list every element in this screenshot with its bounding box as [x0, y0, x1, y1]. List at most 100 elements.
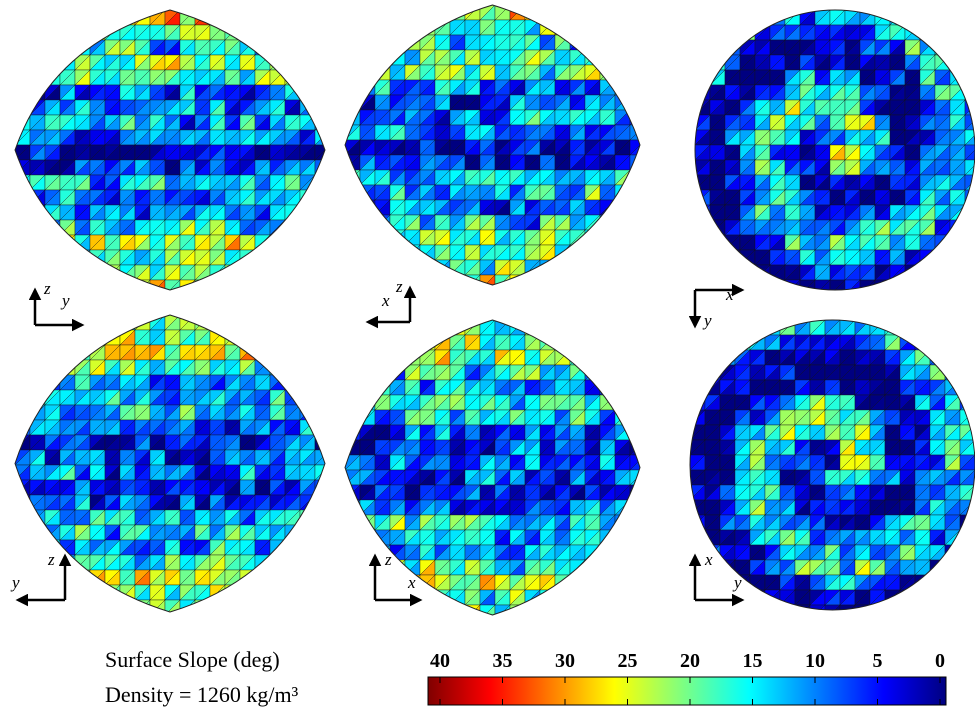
- mesh-facet: [944, 334, 961, 351]
- mesh-facet: [284, 569, 301, 586]
- axis-label: x: [704, 550, 713, 569]
- mesh-facet: [919, 249, 936, 266]
- mesh-facet: [314, 569, 325, 586]
- mesh-facet: [254, 249, 271, 266]
- mesh-facet: [554, 589, 571, 606]
- mesh-facet: [614, 34, 631, 51]
- mesh-facet: [569, 320, 586, 336]
- mesh-facet: [874, 279, 891, 290]
- mesh-facet: [599, 589, 616, 606]
- mesh-facet: [599, 34, 616, 51]
- mesh-facet: [15, 404, 31, 421]
- mesh-facet: [299, 204, 316, 221]
- mesh-facet: [695, 39, 711, 56]
- mesh-facet: [299, 524, 316, 541]
- mesh-facet: [584, 589, 601, 606]
- mesh-facet: [284, 524, 301, 541]
- mesh-facet: [599, 259, 616, 276]
- mesh-facet: [690, 320, 706, 336]
- mesh-facet: [299, 389, 316, 406]
- mesh-facet: [404, 604, 421, 615]
- mesh-facet: [599, 19, 616, 36]
- mesh-facet: [74, 569, 91, 586]
- mesh-facet: [949, 264, 966, 281]
- mesh-facet: [614, 529, 631, 546]
- mesh-facet: [299, 10, 316, 26]
- mesh-facet: [29, 374, 46, 391]
- mesh-facet: [404, 604, 421, 615]
- mesh-facet: [614, 64, 631, 81]
- mesh-facet: [345, 409, 361, 426]
- mesh-facet: [724, 10, 741, 26]
- mesh-facet: [934, 279, 951, 290]
- mesh-facet: [419, 589, 436, 606]
- mesh-facet: [614, 64, 631, 81]
- mesh-facet: [599, 574, 616, 591]
- mesh-facet: [314, 374, 325, 391]
- mesh-facet: [449, 274, 466, 285]
- mesh-facet: [299, 24, 316, 41]
- mesh-facet: [284, 54, 301, 71]
- mesh-facet: [59, 315, 76, 331]
- mesh-facet: [359, 64, 376, 81]
- mesh-facet: [314, 54, 325, 71]
- mesh-facet: [695, 24, 711, 41]
- mesh-facet: [299, 509, 316, 526]
- mesh-facet: [345, 349, 361, 366]
- mesh-facet: [254, 24, 271, 41]
- mesh-facet: [44, 24, 61, 41]
- mesh-facet: [584, 274, 601, 285]
- mesh-facet: [629, 574, 640, 591]
- mesh-facet: [614, 259, 631, 276]
- mesh-facet: [719, 604, 736, 611]
- mesh-facet: [359, 349, 376, 366]
- mesh-facet: [584, 244, 601, 261]
- mesh-facet: [29, 599, 46, 612]
- mesh-facet: [269, 344, 286, 361]
- mesh-facet: [959, 320, 975, 336]
- mesh-facet: [345, 49, 361, 66]
- mesh-facet: [629, 349, 640, 366]
- mesh-facet: [345, 94, 361, 111]
- mesh-facet: [345, 109, 361, 126]
- mesh-facet: [434, 320, 451, 336]
- mesh-facet: [44, 24, 61, 41]
- mesh-facet: [314, 234, 325, 251]
- mesh-facet: [964, 84, 975, 101]
- mesh-facet: [629, 379, 640, 396]
- mesh-facet: [719, 604, 736, 611]
- mesh-facet: [779, 604, 796, 611]
- mesh-facet: [614, 49, 631, 66]
- mesh-facet: [345, 409, 361, 426]
- mesh-facet: [15, 114, 31, 131]
- mesh-facet: [284, 329, 301, 346]
- mesh-facet: [509, 604, 526, 615]
- mesh-facet: [569, 589, 586, 606]
- mesh-facet: [15, 219, 31, 236]
- mesh-facet: [919, 24, 936, 41]
- mesh-facet: [345, 34, 361, 51]
- mesh-facet: [119, 599, 136, 612]
- mesh-facet: [269, 234, 286, 251]
- mesh-facet: [314, 494, 325, 511]
- mesh-facet: [389, 34, 406, 51]
- mesh-facet: [959, 604, 975, 611]
- mesh-facet: [314, 114, 325, 131]
- mesh-facet: [949, 249, 966, 266]
- mesh-facet: [704, 334, 721, 351]
- mesh-facet: [599, 529, 616, 546]
- mesh-facet: [345, 349, 361, 366]
- mesh-facet: [359, 19, 376, 36]
- mesh-facet: [269, 315, 286, 331]
- mesh-facet: [374, 574, 391, 591]
- mesh-facet: [345, 49, 361, 66]
- mesh-facet: [254, 10, 271, 26]
- mesh-facet: [239, 10, 256, 26]
- mesh-facet: [614, 349, 631, 366]
- mesh-facet: [964, 279, 975, 290]
- mesh-facet: [104, 315, 121, 331]
- mesh-facet: [299, 264, 316, 281]
- mesh-facet: [314, 359, 325, 376]
- mesh-facet: [359, 229, 376, 246]
- mesh-facet: [269, 599, 286, 612]
